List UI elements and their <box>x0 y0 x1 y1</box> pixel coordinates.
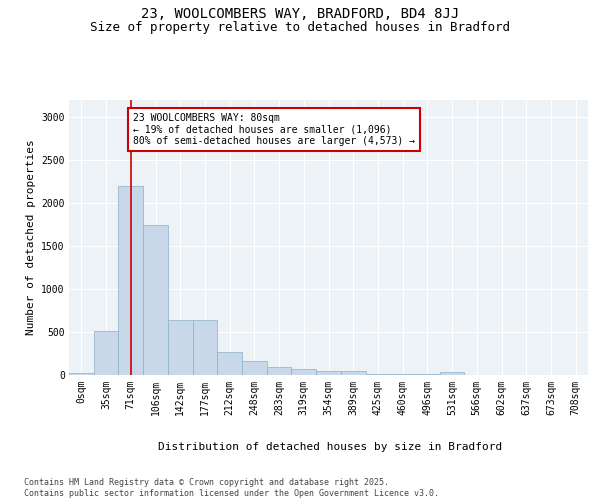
Bar <box>118 186 143 375</box>
Text: Size of property relative to detached houses in Bradford: Size of property relative to detached ho… <box>90 21 510 34</box>
Bar <box>69 374 94 375</box>
Bar <box>168 320 193 375</box>
Bar <box>440 372 464 375</box>
Bar <box>242 361 267 375</box>
Text: 23, WOOLCOMBERS WAY, BRADFORD, BD4 8JJ: 23, WOOLCOMBERS WAY, BRADFORD, BD4 8JJ <box>141 8 459 22</box>
Bar <box>341 370 365 375</box>
Bar <box>267 367 292 375</box>
Y-axis label: Number of detached properties: Number of detached properties <box>26 140 36 336</box>
Bar <box>193 320 217 375</box>
Bar <box>415 374 440 375</box>
Bar <box>94 331 118 375</box>
Text: 23 WOOLCOMBERS WAY: 80sqm
← 19% of detached houses are smaller (1,096)
80% of se: 23 WOOLCOMBERS WAY: 80sqm ← 19% of detac… <box>133 113 415 146</box>
Bar <box>217 352 242 375</box>
Text: Contains HM Land Registry data © Crown copyright and database right 2025.
Contai: Contains HM Land Registry data © Crown c… <box>24 478 439 498</box>
Text: Distribution of detached houses by size in Bradford: Distribution of detached houses by size … <box>158 442 502 452</box>
Bar <box>365 374 390 375</box>
Bar <box>390 374 415 375</box>
Bar <box>143 226 168 375</box>
Bar <box>316 370 341 375</box>
Bar <box>292 370 316 375</box>
